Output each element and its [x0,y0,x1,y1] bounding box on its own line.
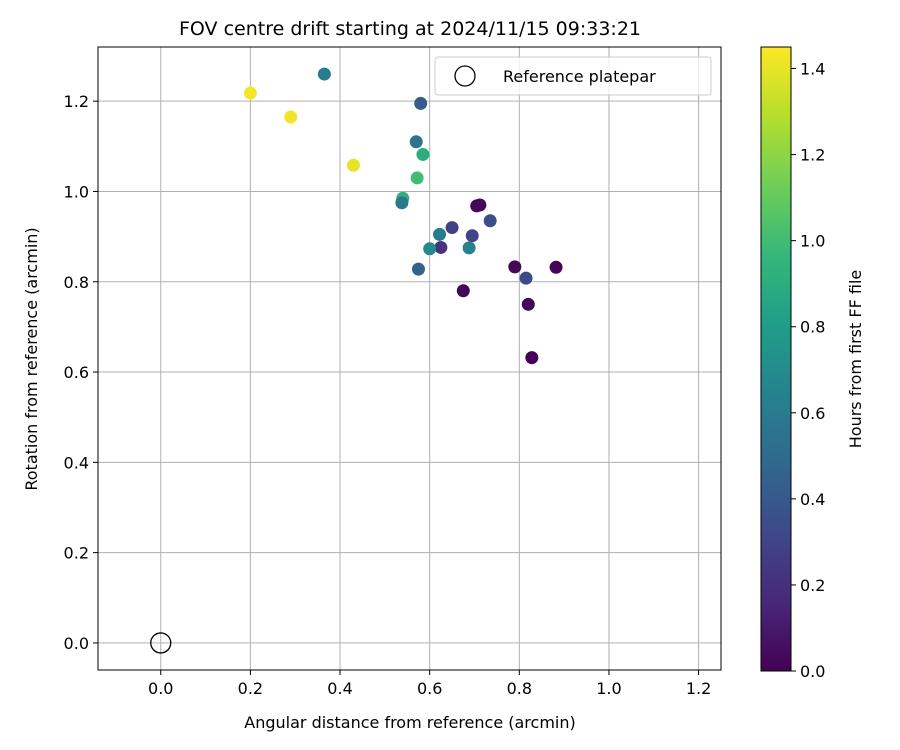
legend-marker-reference [454,65,476,87]
colorbar-tick-label: 0.4 [800,490,825,509]
x-tick-label: 0.0 [148,679,173,698]
data-point [416,147,430,161]
colorbar-gradient [761,47,791,671]
data-point [409,135,423,149]
data-point [434,240,448,254]
x-tick-label: 1.0 [596,679,621,698]
data-point [456,284,470,298]
data-point [465,229,479,243]
y-tick-label: 0.6 [64,363,89,382]
colorbar-tick-label: 1.2 [800,146,825,165]
colorbar-tick-label: 0.0 [800,662,825,681]
x-tick-label: 0.4 [327,679,352,698]
data-point [525,351,539,365]
legend-label-reference: Reference platepar [503,67,656,86]
data-point [243,86,257,100]
data-point [473,198,487,212]
legend: Reference platepar [434,56,712,96]
data-point [411,262,425,276]
y-tick-label: 0.8 [64,273,89,292]
grid-lines [98,47,721,670]
colorbar-tick-label: 0.8 [800,318,825,337]
data-point [483,214,497,228]
data-point [508,260,522,274]
data-point [519,271,533,285]
reference-platepar-marker [150,632,172,654]
colorbar-tick-label: 1.4 [800,60,825,79]
colorbar-tick-label: 1.0 [800,232,825,251]
colorbar: 0.0 0.2 0.4 0.6 0.8 1.0 1.2 1.4 Hours from firs… [760,46,865,681]
x-tick-label: 0.6 [417,679,442,698]
colorbar-tick-label: 0.6 [800,404,825,423]
data-point [445,221,459,235]
data-point [317,67,331,81]
x-tick-label: 0.8 [507,679,532,698]
colorbar-frame [760,46,792,672]
x-axis-label: Angular distance from reference (arcmin) [244,713,575,732]
axis-ticks: 0.0 0.2 0.4 0.6 0.8 1.0 1.2 0.0 0.2 0.4 0.6 0.8 1.0 1… [64,92,712,698]
data-point [521,297,535,311]
data-point [549,260,563,274]
data-point [462,241,476,255]
data-point [414,96,428,110]
colorbar-label: Hours from first FF file [846,270,865,449]
scatter-points [150,67,563,654]
colorbar-tick-label: 0.2 [800,576,825,595]
legend-box [434,56,712,96]
y-axis-label: Rotation from reference (arcmin) [22,227,41,490]
plot-frame [97,46,722,671]
y-tick-label: 0.2 [64,544,89,563]
data-point [433,227,447,241]
y-tick-label: 0.0 [64,634,89,653]
chart-title: FOV centre drift starting at 2024/11/15 … [179,18,641,40]
data-point [284,110,298,124]
x-tick-label: 1.2 [686,679,711,698]
y-tick-label: 1.2 [64,92,89,111]
colorbar-ticks: 0.0 0.2 0.4 0.6 0.8 1.0 1.2 1.4 [791,60,825,681]
x-tick-label: 0.2 [238,679,263,698]
y-tick-label: 0.4 [64,453,89,472]
data-point [410,171,424,185]
data-point [395,196,409,210]
data-point [346,158,360,172]
data-point [423,242,437,256]
y-tick-label: 1.0 [64,182,89,201]
